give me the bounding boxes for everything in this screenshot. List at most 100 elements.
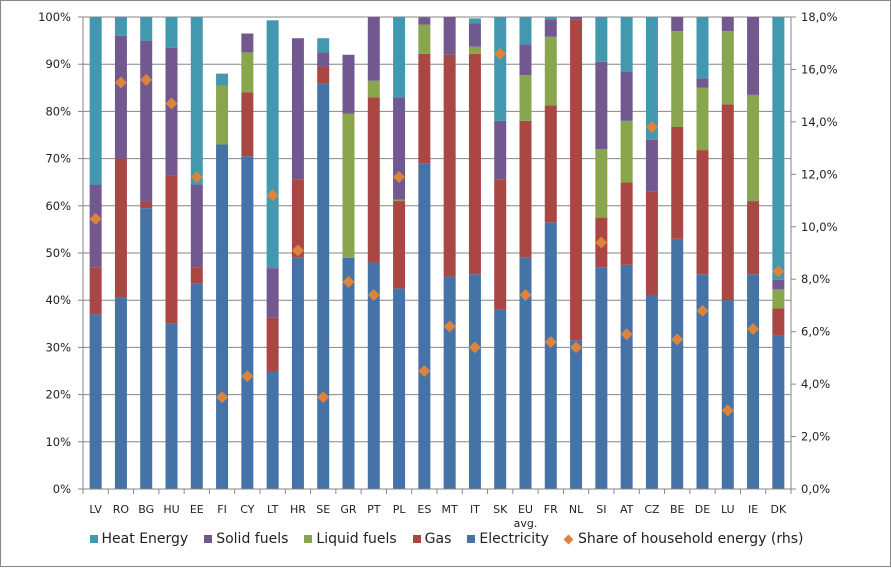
bar-segment-heat-energy <box>696 17 709 79</box>
y2-tick-label: 0,0% <box>801 482 830 496</box>
bar-segment-solid-fuels <box>190 184 203 268</box>
bar-segment-electricity <box>367 262 380 489</box>
legend-label: Heat Energy <box>101 531 189 547</box>
bar-segment-heat-energy <box>165 17 178 48</box>
bar-segment-solid-fuels <box>721 17 734 32</box>
bar-segment-liquid-fuels <box>721 31 734 105</box>
bar-segment-gas <box>165 175 178 324</box>
category-label-line: AT <box>620 503 634 516</box>
bar-segment-electricity <box>140 208 153 489</box>
bar-segment-gas <box>696 150 709 275</box>
category-label: FR <box>544 503 558 516</box>
bar-segment-gas <box>772 308 785 336</box>
y2-tick-label: 14,0% <box>801 115 838 129</box>
bars <box>89 17 785 490</box>
category-label: BG <box>138 503 154 516</box>
bar-segment-heat-energy <box>595 17 608 62</box>
bar-segment-electricity <box>241 156 254 490</box>
bar-segment-electricity <box>317 83 330 489</box>
y2-tick-label: 6,0% <box>801 325 830 339</box>
category-label: NL <box>569 503 584 516</box>
y-tick-label: 10% <box>45 435 71 449</box>
bar-segment-heat-energy <box>494 17 507 121</box>
bar-segment-electricity <box>266 371 279 489</box>
bar-segment-heat-energy <box>772 17 785 280</box>
category-label: MT <box>442 503 458 516</box>
color-swatch-icon <box>204 535 213 543</box>
bar-segment-electricity <box>544 222 557 489</box>
bar-segment-gas <box>140 201 153 209</box>
bar-segment-solid-fuels <box>266 268 279 318</box>
bar-segment-gas <box>190 267 203 284</box>
bar-segment-liquid-fuels <box>772 289 785 309</box>
bar-segment-electricity <box>165 323 178 489</box>
category-label-line: BE <box>670 503 685 516</box>
share-marker <box>620 328 633 341</box>
legend-label: Liquid fuels <box>316 531 397 547</box>
bar-segment-solid-fuels <box>696 78 709 88</box>
y-tick-label: 50% <box>45 246 71 260</box>
category-label-line: DK <box>771 503 787 516</box>
y-tick-label: 70% <box>45 152 71 166</box>
share-marker <box>140 73 153 86</box>
bar-segment-electricity <box>443 276 456 489</box>
bar-segment-solid-fuels <box>342 54 355 114</box>
bar-segment-solid-fuels <box>114 35 127 159</box>
share-marker <box>342 275 355 288</box>
bar-segment-gas <box>468 53 481 275</box>
bar-segment-electricity <box>342 257 355 489</box>
bar-segment-electricity <box>494 309 507 489</box>
bar-segment-gas <box>443 54 456 277</box>
bar-segment-liquid-fuels <box>367 80 380 98</box>
share-marker <box>241 370 254 383</box>
category-label-line: PL <box>393 503 407 516</box>
bar-segment-solid-fuels <box>317 52 330 67</box>
bar-segment-electricity <box>620 264 633 489</box>
color-swatch-icon <box>304 535 313 543</box>
bar-segment-solid-fuels <box>367 17 380 81</box>
legend-item: Liquid fuels <box>304 531 397 547</box>
category-label-line: NL <box>569 503 584 516</box>
bar-segment-electricity <box>114 297 127 489</box>
y2-tick-label: 18,0% <box>801 10 838 24</box>
category-label: SI <box>596 503 606 516</box>
y2-tick-label: 4,0% <box>801 377 830 391</box>
share-marker <box>291 244 304 257</box>
category-label: SK <box>493 503 508 516</box>
bar-segment-heat-energy <box>645 17 658 140</box>
bar-segment-gas <box>747 201 760 275</box>
share-marker <box>190 170 203 183</box>
bar-segment-gas <box>89 267 102 315</box>
category-label: SE <box>316 503 330 516</box>
share-marker <box>367 288 380 301</box>
bar-segment-solid-fuels <box>89 184 102 268</box>
bar-segment-gas <box>570 19 583 341</box>
legend-label: Electricity <box>479 531 549 547</box>
category-label-line: IT <box>470 503 480 516</box>
category-label-line: FI <box>217 503 227 516</box>
y2-tick-label: 8,0% <box>801 272 830 286</box>
share-marker <box>772 265 785 278</box>
legend-item: Share of household energy (rhs) <box>563 531 803 547</box>
bar-segment-solid-fuels <box>671 17 684 32</box>
legend: Heat Energy Solid fuels Liquid fuels Gas Ele… <box>1 531 891 547</box>
share-marker <box>165 97 178 110</box>
share-marker <box>570 341 583 354</box>
bar-segment-gas <box>241 92 254 157</box>
category-label-line: FR <box>544 503 558 516</box>
share-marker <box>393 170 406 183</box>
bar-segment-liquid-fuels <box>671 31 684 127</box>
category-label: EE <box>190 503 204 516</box>
bar-segment-electricity <box>89 314 102 489</box>
category-label-line: HR <box>290 503 306 516</box>
bar-segment-heat-energy <box>317 38 330 53</box>
bar-segment-solid-fuels <box>393 97 406 200</box>
bar-segment-electricity <box>216 144 229 489</box>
bar-segment-solid-fuels <box>418 17 431 25</box>
bar-segment-electricity <box>570 340 583 489</box>
bar-segment-gas <box>519 120 532 258</box>
category-label-line: CZ <box>644 503 660 516</box>
category-label-line: SK <box>493 503 508 516</box>
